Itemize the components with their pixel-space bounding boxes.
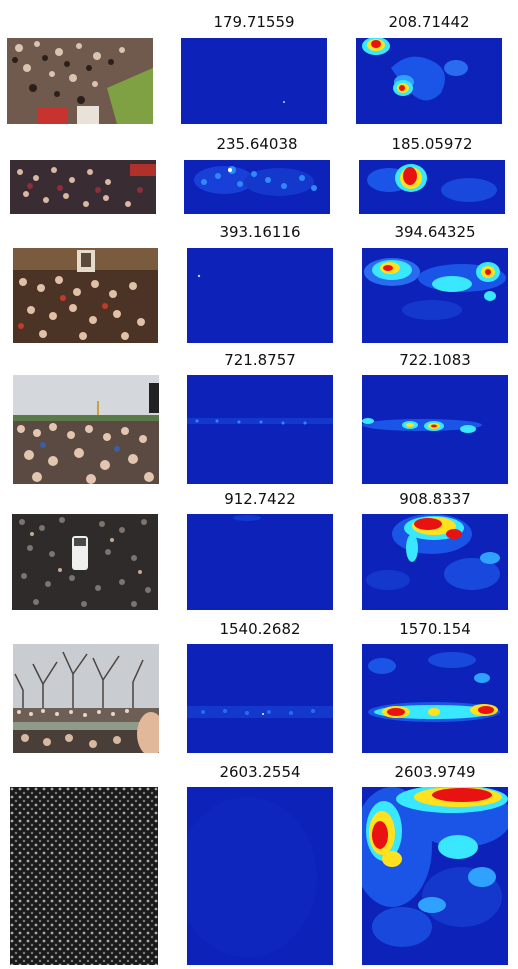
row-6-col2-value: 2603.2554 [219,763,301,781]
row-0-col3-value: 208.71442 [388,13,470,31]
row-1-col2-value: 235.64038 [216,135,298,153]
row-5-col3-value: 1570.154 [399,620,471,638]
row-1-col2-heatmap [184,160,330,214]
row-2-col3-heatmap [362,248,508,343]
row-1-col3-value: 185.05972 [391,135,473,153]
row-2-col2-value: 393.16116 [219,223,301,241]
row-0-col2-heatmap [181,38,327,124]
row-5-photo [13,644,159,753]
row-4-photo [12,514,158,610]
row-1-col3-heatmap [359,160,505,214]
row-4-col2-value: 912.7422 [224,490,296,508]
row-6-col3-value: 2603.9749 [394,763,476,781]
row-3-photo [13,375,159,484]
row-2-col3-value: 394.64325 [394,223,476,241]
row-2-photo [13,248,158,343]
row-3-col3-value: 722.1083 [399,351,471,369]
row-5-col2-heatmap [187,644,333,753]
row-4-col3-value: 908.8337 [399,490,471,508]
row-3-col3-heatmap [362,375,508,484]
row-3-col2-value: 721.8757 [224,351,296,369]
row-5-col2-value: 1540.2682 [219,620,301,638]
row-6-col2-heatmap [187,787,333,965]
row-6-col3-heatmap [362,787,508,965]
row-6-photo [10,787,158,965]
row-0-col2-value: 179.71559 [213,13,295,31]
row-4-col2-heatmap [187,514,333,610]
row-5-col3-heatmap [362,644,508,753]
row-3-col2-heatmap [187,375,333,484]
row-4-col3-heatmap [362,514,508,610]
row-0-photo [7,38,153,124]
row-0-col3-heatmap [356,38,502,124]
row-1-photo [10,160,156,214]
row-2-col2-heatmap [187,248,333,343]
